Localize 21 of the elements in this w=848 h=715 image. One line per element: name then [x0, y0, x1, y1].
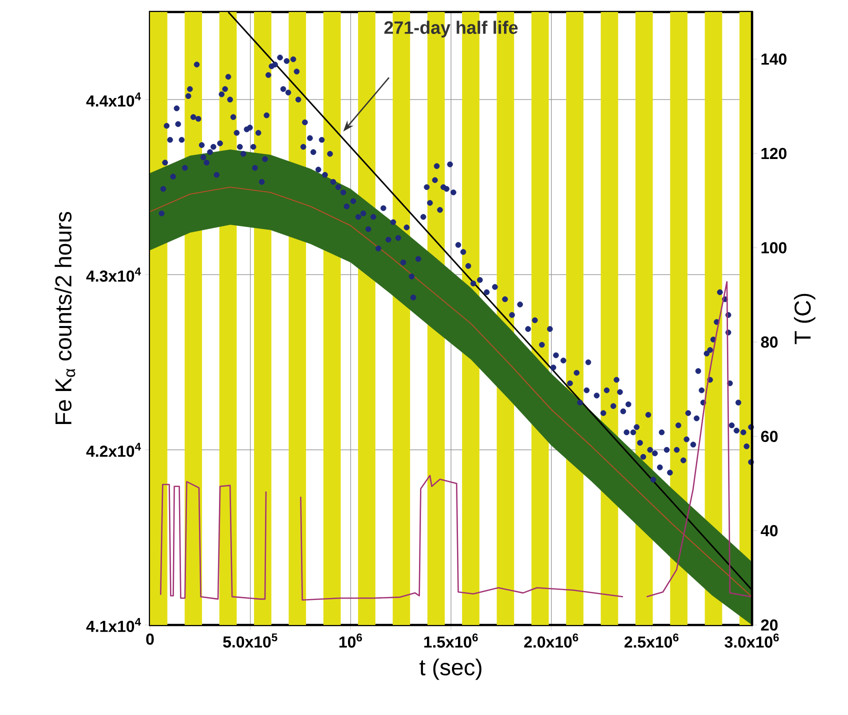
y-tick-label: 4.3x10$^{4}$: [86, 268, 141, 282]
y-tick-label: 4.4x10$^{4}$: [86, 92, 141, 107]
y-tick-label: 4.1x10$^{4}$: [86, 618, 141, 632]
y2-tick-label: 60: [761, 430, 778, 442]
y2-tick-label: 100: [762, 242, 786, 254]
y2-axis-title: T (C): [794, 294, 816, 344]
y-tick-label: 4.2x10$^{4}$: [86, 442, 141, 457]
x-tick-label: 3.0x10$^{6}$: [724, 634, 779, 648]
x-tick-label: 5.0x10$^{5}$: [223, 634, 278, 648]
x-tick-label: 1.5x10$^{6}$: [424, 634, 478, 648]
y2-tick-label: 80: [761, 336, 778, 348]
y2-tick-label: 40: [760, 525, 778, 536]
x-tick-label: 2.0x10$^{6}$: [524, 634, 578, 648]
x-tick-label: 0: [146, 634, 154, 645]
y2-tick-label: 20: [761, 619, 778, 631]
y-axis-title: Fe K$_{α}$ counts/2 hours: [54, 212, 76, 424]
x-tick-label: 10$^{6}$: [339, 634, 362, 648]
y2-tick-label: 120: [762, 148, 786, 160]
x-axis-title: t (sec): [420, 658, 482, 680]
y2-tick-label: 140: [762, 54, 786, 65]
x-tick-label: 2.5x10$^{6}$: [624, 634, 678, 648]
